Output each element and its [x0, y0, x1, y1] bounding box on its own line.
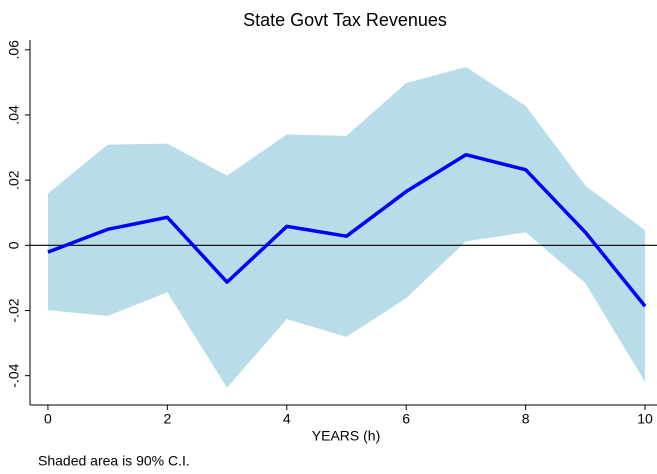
y-tick-label: .04	[6, 105, 22, 125]
x-tick-label: 10	[637, 411, 653, 427]
y-tick-label: .02	[6, 170, 22, 190]
x-tick-label: 6	[402, 411, 410, 427]
y-tick-label: .06	[6, 40, 22, 60]
x-tick-label: 0	[44, 411, 52, 427]
y-tick-label: -.02	[6, 298, 22, 322]
x-axis-label: YEARS (h)	[312, 428, 380, 444]
y-tick-label: -.04	[6, 363, 22, 387]
x-tick-label: 4	[283, 411, 291, 427]
chart-title: State Govt Tax Revenues	[243, 10, 447, 30]
line	[47, 152, 647, 308]
x-tick-label: 2	[163, 411, 171, 427]
y-tick-label: 0	[6, 241, 22, 249]
x-tick-label: 8	[522, 411, 530, 427]
note: Shaded area is 90% C.I.	[38, 453, 190, 469]
confidence-band	[47, 67, 646, 388]
